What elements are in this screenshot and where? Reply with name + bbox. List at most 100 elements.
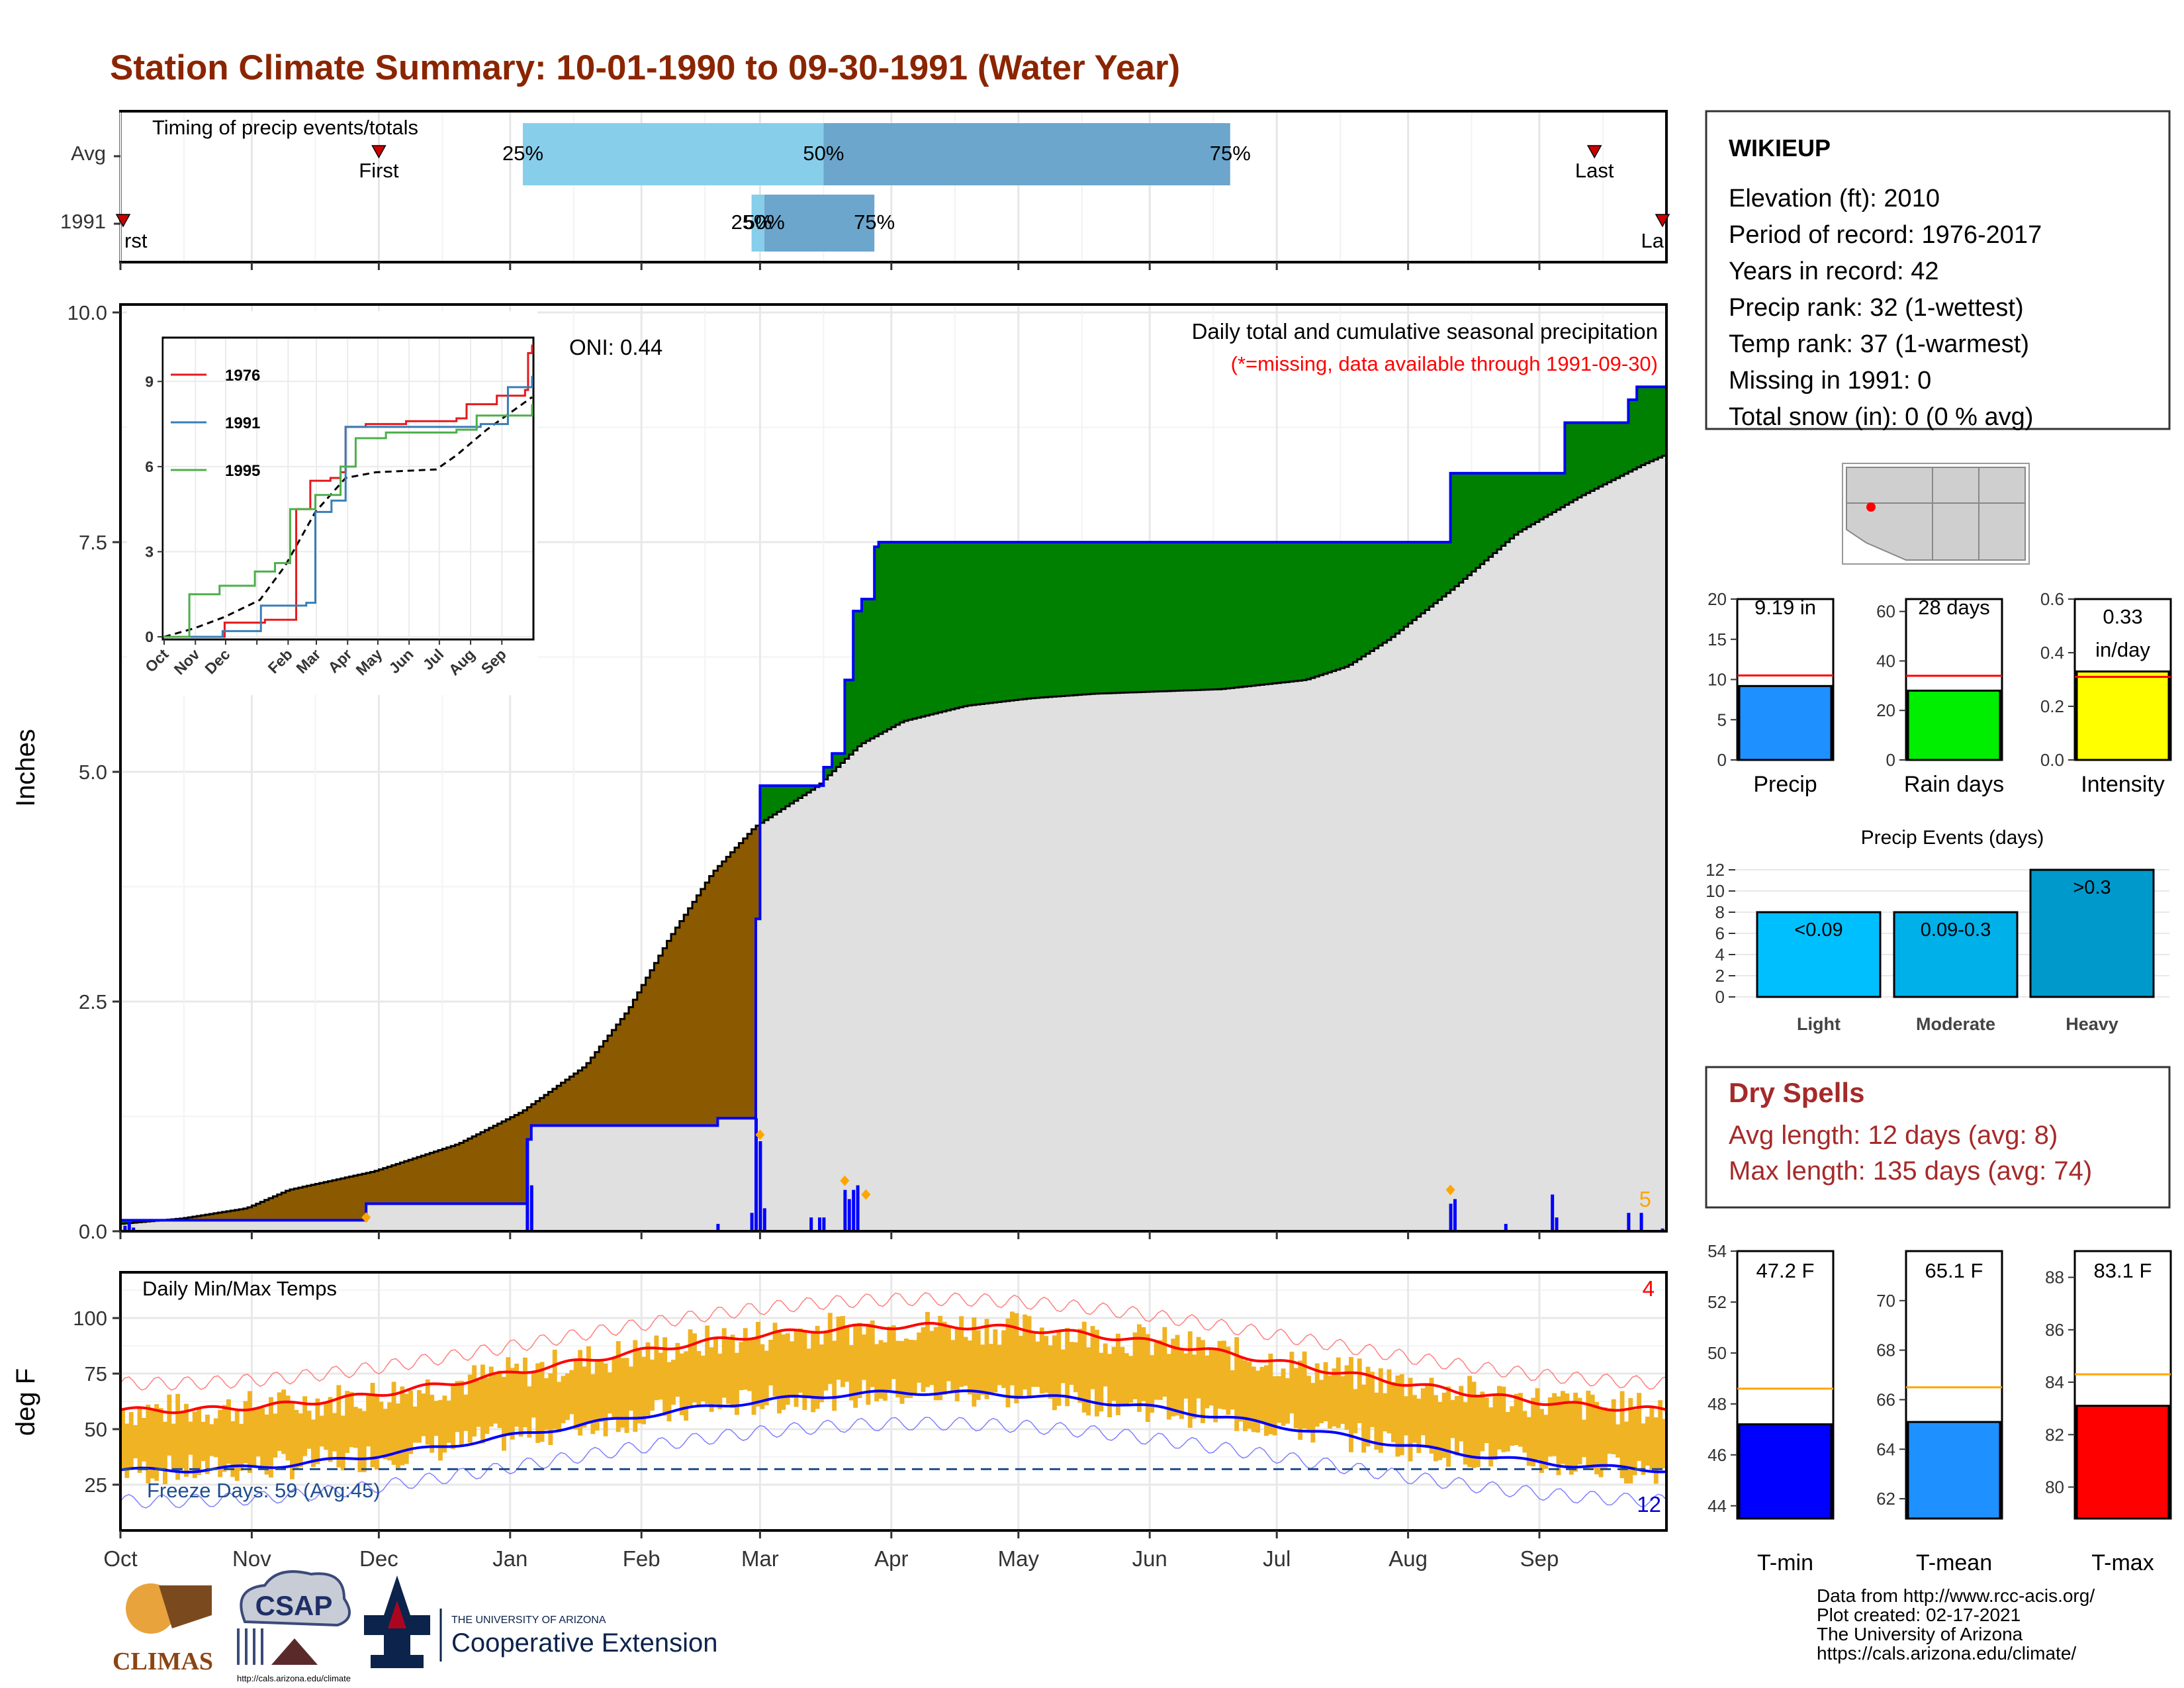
inset-ytick-label: 6	[145, 458, 154, 475]
precip-departure-segment	[273, 1196, 278, 1221]
precip-departure-segment	[124, 1220, 130, 1224]
daily-temp-bar	[692, 1333, 697, 1403]
summary-ytick-label: 0.6	[2040, 589, 2064, 609]
precip-departure-segment	[1429, 542, 1434, 607]
daily-temp-bar	[366, 1394, 371, 1447]
temp-summary-value: 47.2 F	[1756, 1259, 1815, 1282]
daily-temp-bar	[1208, 1348, 1214, 1406]
precip-departure-segment	[480, 1132, 485, 1204]
precip-departure-segment	[451, 1146, 456, 1204]
precip-departure-segment	[1272, 542, 1277, 684]
daily-temp-bar	[747, 1338, 752, 1391]
daily-temp-bar	[1399, 1374, 1404, 1456]
precip-departure-segment	[1653, 387, 1659, 460]
daily-temp-bar	[1476, 1397, 1480, 1468]
precip-departure-segment	[1344, 542, 1349, 667]
daily-temp-bar	[870, 1320, 875, 1387]
record-min-line	[120, 1417, 1667, 1509]
events-ytick-label: 2	[1715, 966, 1725, 986]
daily-temp-bar	[493, 1374, 498, 1424]
daily-temp-bar	[226, 1399, 231, 1464]
precip-departure-segment	[197, 1216, 202, 1221]
precip-departure-segment	[1598, 422, 1604, 487]
precip-departure-segment	[802, 785, 807, 796]
avg-q50-label: 50%	[803, 142, 844, 165]
daily-temp-bar	[433, 1401, 439, 1436]
precip-departure-segment	[1628, 399, 1633, 472]
precip-departure-segment	[1048, 542, 1053, 697]
precip-departure-segment	[594, 1052, 600, 1126]
daily-temp-bar	[1154, 1342, 1159, 1400]
precip-departure-segment	[1552, 473, 1557, 512]
precip-departure-segment	[1196, 542, 1201, 690]
year-q25-q50-bar	[751, 195, 764, 252]
temp-summary-ytick-label: 82	[2045, 1425, 2064, 1444]
precip-departure-segment	[1154, 542, 1159, 692]
daily-temp-bar	[645, 1342, 651, 1416]
precip-departure-segment	[806, 785, 811, 793]
month-label: Dec	[359, 1546, 398, 1571]
precip-departure-segment	[1505, 473, 1510, 542]
freeze-days-label: Freeze Days: 59 (Avg:45)	[147, 1479, 381, 1502]
precip-departure-segment	[544, 1095, 549, 1126]
daily-temp-bar	[777, 1332, 782, 1414]
precip-departure-segment	[1433, 542, 1438, 604]
precip-record-marker	[361, 1212, 371, 1223]
daily-temp-bar	[908, 1339, 913, 1398]
daily-temp-bar	[552, 1349, 557, 1429]
precip-departure-segment	[1632, 399, 1637, 470]
temp-summary-bar-T-mean	[1907, 1421, 2001, 1520]
daily-temp-bar	[963, 1336, 968, 1386]
precip-departure-segment	[324, 1182, 329, 1221]
precip-departure-segment	[959, 542, 964, 708]
daily-temp-bar	[1357, 1358, 1362, 1423]
precip-record-marker	[1445, 1184, 1455, 1196]
precip-departure-segment	[213, 1213, 218, 1221]
daily-temp-bar	[163, 1421, 167, 1485]
daily-temp-bar	[1183, 1353, 1189, 1399]
precip-departure-segment	[1328, 542, 1332, 673]
precip-departure-segment	[675, 927, 680, 1126]
precip-departure-segment	[1556, 473, 1561, 510]
daily-temp-bar	[1374, 1392, 1379, 1450]
daily-temp-bar	[455, 1381, 460, 1432]
csap-mountain-icon	[271, 1638, 318, 1665]
daily-temp-bar	[1658, 1400, 1663, 1470]
precip-departure-segment	[1090, 542, 1095, 694]
ua-big-text: Cooperative Extension	[451, 1628, 717, 1658]
daily-temp-bar	[942, 1321, 947, 1395]
precip-departure-segment	[1374, 542, 1379, 649]
daily-temp-bar	[188, 1421, 193, 1455]
temp-summary-ytick-label: 84	[2045, 1372, 2064, 1392]
summary-value-label: 28 days	[1918, 596, 1990, 619]
daily-temp-bar	[1653, 1417, 1659, 1484]
daily-temp-bar	[1128, 1356, 1134, 1403]
daily-temp-bar	[285, 1395, 291, 1461]
precip-departure-segment	[968, 542, 972, 706]
precip-departure-segment	[794, 785, 799, 801]
daily-precip-bar	[1555, 1217, 1559, 1231]
daily-temp-bar	[921, 1327, 926, 1392]
precip-departure-segment	[1243, 542, 1248, 687]
precip-departure-segment	[1187, 542, 1193, 690]
precip-departure-segment	[412, 1158, 418, 1204]
precip-departure-segment	[730, 852, 735, 1119]
precip-departure-segment	[645, 977, 651, 1126]
daily-temp-bar	[688, 1329, 693, 1406]
daily-temp-bar	[1056, 1331, 1062, 1406]
precip-departure-segment	[790, 785, 795, 804]
precip-departure-segment	[739, 843, 744, 1119]
daily-temp-bar	[705, 1325, 710, 1404]
daily-temp-bar	[213, 1418, 218, 1458]
daily-temp-bar	[319, 1415, 324, 1447]
avg-q25-q50-bar	[523, 123, 824, 185]
precip-departure-segment	[1637, 387, 1642, 467]
station-info-box: WIKIEUP Elevation (ft): 2010 Period of re…	[1705, 110, 2171, 431]
precip-departure-segment	[1412, 542, 1417, 620]
event-bar-Light	[1756, 911, 1882, 998]
precip-note: Daily total and cumulative seasonal prec…	[1192, 319, 1658, 344]
daily-temp-bar	[989, 1344, 993, 1394]
daily-temp-bar	[827, 1313, 833, 1384]
precip-departure-segment	[1437, 542, 1443, 600]
daily-temp-bar	[980, 1344, 985, 1395]
